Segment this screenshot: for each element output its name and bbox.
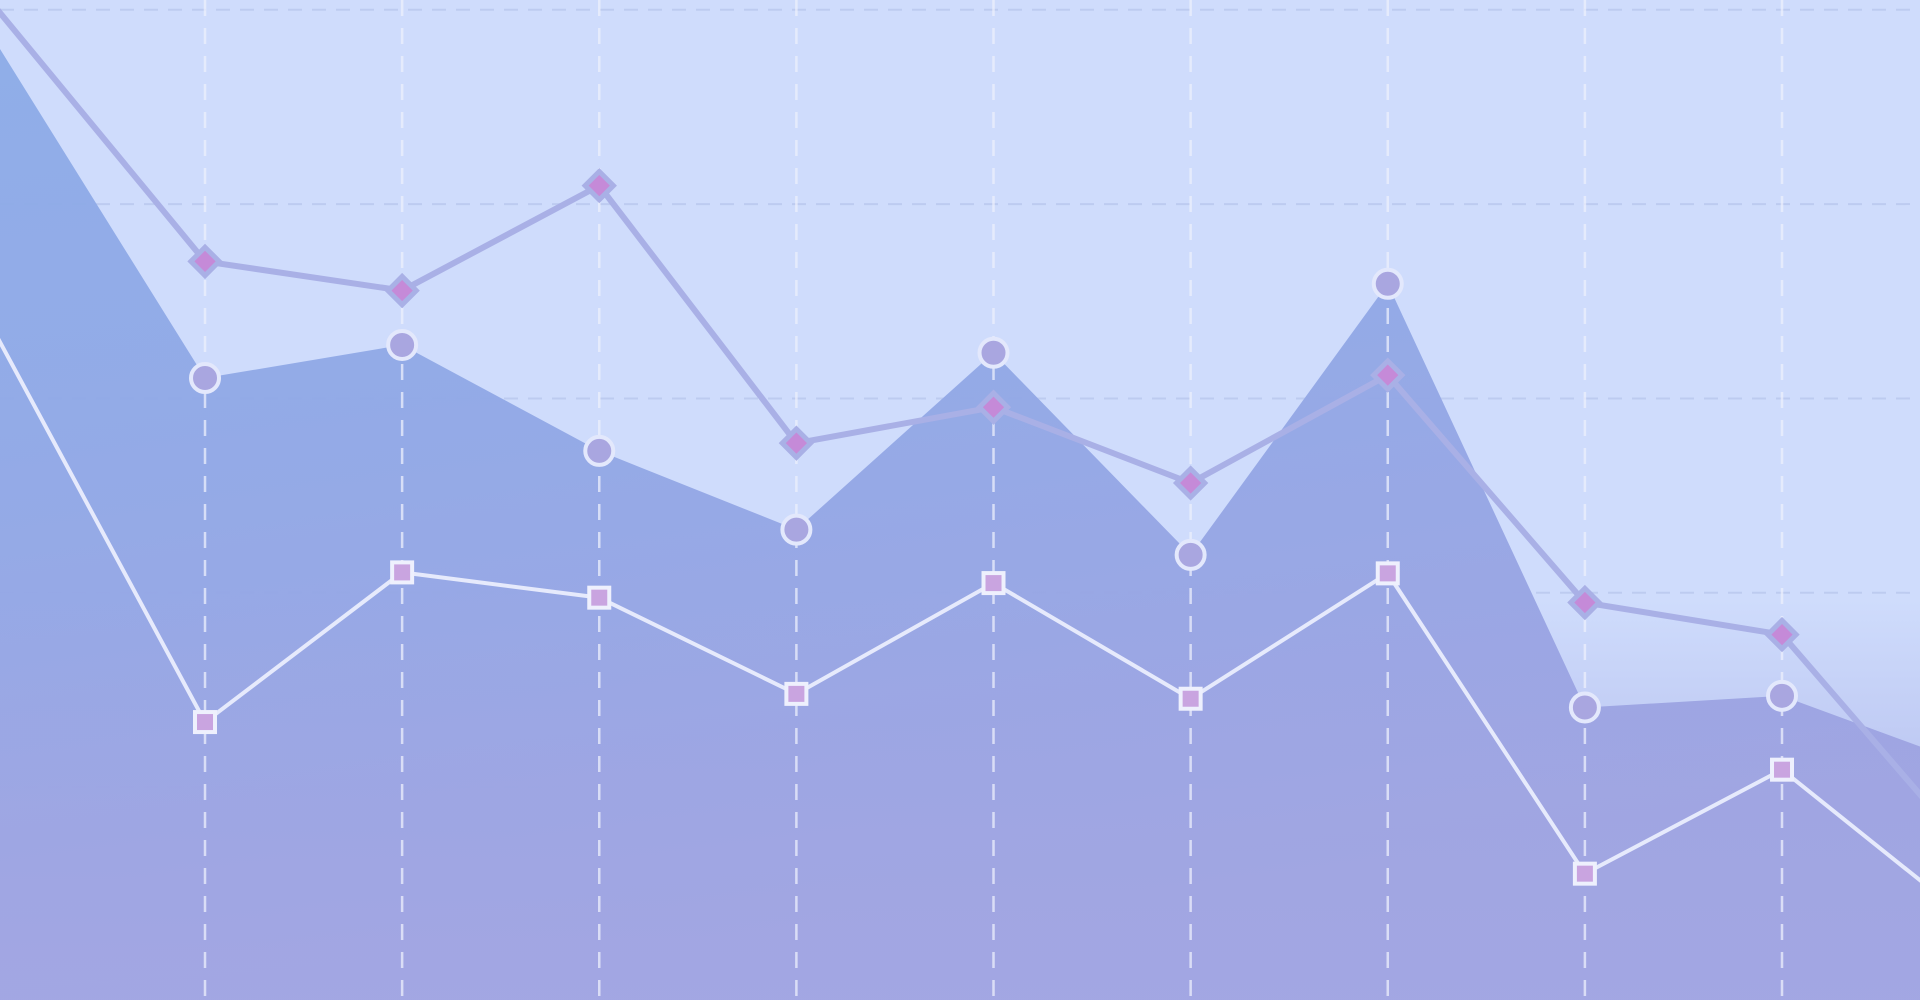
markers [189, 267, 1799, 724]
circle-marker [1568, 691, 1601, 724]
circle-marker [1371, 267, 1404, 300]
diamond-marker [975, 389, 1012, 425]
circle-marker [189, 362, 222, 395]
circle-marker [977, 336, 1010, 369]
circle-marker [583, 434, 616, 467]
circle-marker [780, 513, 813, 546]
circle-marker [1766, 679, 1799, 712]
diamond-marker [1172, 465, 1209, 501]
square-marker [1572, 861, 1597, 886]
circle-marker [1174, 538, 1207, 571]
circle-marker [386, 328, 419, 361]
square-marker [981, 571, 1006, 596]
area-floor-shade [0, 600, 1920, 1000]
diamond-marker [1370, 357, 1406, 393]
square-marker [1770, 757, 1795, 782]
diamond-marker [384, 272, 420, 309]
square-marker [1178, 686, 1203, 711]
square-marker [587, 585, 612, 610]
diamond-marker [581, 167, 617, 204]
square-marker [784, 681, 809, 706]
square-marker [193, 710, 218, 735]
square-marker [390, 560, 415, 585]
square-marker [1375, 561, 1400, 586]
diamond-marker [1567, 584, 1603, 621]
diamond-marker [778, 425, 815, 461]
diamond-marker [187, 243, 223, 280]
diamond-marker [1764, 616, 1800, 653]
